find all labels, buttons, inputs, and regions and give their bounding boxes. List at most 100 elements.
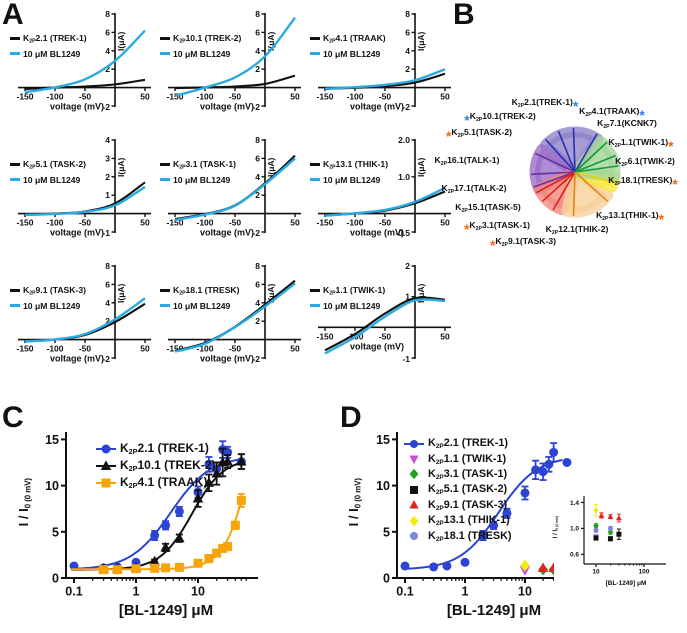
svg-text:2.0: 2.0 <box>398 136 410 145</box>
svg-text:-2: -2 <box>252 354 260 364</box>
y-axis-label: I(μA) <box>266 31 276 51</box>
legend-marker <box>410 532 418 541</box>
svg-text:-2: -2 <box>252 228 260 238</box>
tree-label-kcnk7: K2P7.1(KCNK7) <box>597 118 657 130</box>
iv-plot-canvas: -150 -100 -50 50 voltage (mV) 2 4 6 8 -2 I(μA) <box>316 10 451 112</box>
asterisk-marker: * <box>463 220 470 237</box>
legend-item: K2P5.1 (TASK-2) <box>404 482 512 497</box>
tree-label-twik-2: K2P6.1(TWIK-2) <box>615 156 675 168</box>
legend-item: 10 μM BL1249 <box>160 298 240 313</box>
legend-item: 10 μM BL1249 <box>160 46 241 61</box>
svg-text:100: 100 <box>639 569 650 576</box>
tree-label-thik-1: K2P13.1(THIK-1) * <box>595 210 665 227</box>
svg-text:-50: -50 <box>79 92 92 102</box>
svg-text:-100: -100 <box>46 344 63 354</box>
y-axis-label: I(μA) <box>116 157 126 177</box>
svg-text:1: 1 <box>462 585 469 597</box>
svg-text:-150: -150 <box>316 92 333 102</box>
x-axis-label: voltage (mV) <box>200 228 254 238</box>
svg-text:6: 6 <box>105 27 110 37</box>
y-axis-label: I(μA) <box>416 157 426 177</box>
asterisk-marker: * <box>572 97 579 114</box>
svg-text:2: 2 <box>255 64 260 74</box>
svg-text:15: 15 <box>376 433 390 447</box>
svg-text:8: 8 <box>255 10 260 19</box>
legend-line-swatch <box>160 163 170 166</box>
asterisk-marker: * <box>489 236 496 253</box>
svg-text:-150: -150 <box>166 218 183 228</box>
iv-legend: K2P10.1 (TREK-2) 10 μM BL1249 <box>160 31 241 61</box>
legend-line-swatch <box>10 37 20 40</box>
svg-text:2: 2 <box>105 64 110 74</box>
legend-line-swatch <box>160 52 170 55</box>
svg-text:-150: -150 <box>166 92 183 102</box>
svg-text:1.0: 1.0 <box>398 172 410 182</box>
legend-marker <box>96 478 116 487</box>
svg-text:2: 2 <box>105 172 110 182</box>
svg-text:5: 5 <box>383 525 390 539</box>
x-axis-label: voltage (mV) <box>50 102 104 112</box>
iv-legend: K2P1.1 (TWIK-1) 10 μM BL1249 <box>310 283 385 313</box>
panel-d-letter: D <box>340 401 362 434</box>
legend-item: K2P10.1 (TREK-2) <box>160 31 241 46</box>
iv-plot-3-1-task-1-: -150 -100 -50 50 voltage (mV) 2 4 6 8 -2 I(μA) K2P3… <box>155 136 305 266</box>
x-axis-label: [BL-1249] μM <box>605 580 647 587</box>
svg-text:-2: -2 <box>102 102 110 112</box>
svg-text:6: 6 <box>255 153 260 163</box>
svg-text:4: 4 <box>105 298 110 308</box>
svg-text:50: 50 <box>140 92 150 102</box>
svg-text:-50: -50 <box>379 92 392 102</box>
legend-item: 10 μM BL1249 <box>10 298 86 313</box>
svg-text:4: 4 <box>255 172 260 182</box>
svg-text:-0.5: -0.5 <box>395 228 410 238</box>
panel-d-legend: K2P2.1 (TREK-1) K2P1.1 (TWIK-1) K2P3.1 (TA… <box>404 436 512 544</box>
legend-item: K2P10.1 (TREK-2) <box>96 457 216 474</box>
svg-text:50: 50 <box>290 218 300 228</box>
svg-text:6: 6 <box>255 27 260 37</box>
tree-label-twik-1: K2P1.1(TWIK-1) * <box>608 137 674 154</box>
legend-item: K2P4.1 (TRAAK) <box>96 474 216 491</box>
legend-line-swatch <box>310 52 320 55</box>
legend-item: K2P3.1 (TASK-1) <box>160 157 236 172</box>
legend-marker <box>96 459 116 470</box>
panel-c-plot: 0.1 1 10 0 5 10 15 <box>45 432 258 596</box>
svg-text:2: 2 <box>405 262 410 271</box>
panel-d-inset-plot: 10 100 0.6 1.0 1.4 <box>570 496 666 576</box>
svg-text:-2: -2 <box>402 102 410 112</box>
asterisk-marker: * <box>639 106 645 123</box>
legend-line-swatch <box>310 37 320 40</box>
svg-text:-150: -150 <box>316 331 333 341</box>
legend-item: 10 μM BL1249 <box>310 298 385 313</box>
y-axis-label: I(μA) <box>416 283 426 303</box>
x-axis-label: voltage (mV) <box>50 354 104 364</box>
x-axis-label: voltage (mV) <box>350 102 404 112</box>
asterisk-marker: * <box>658 210 665 227</box>
asterisk-marker: * <box>672 175 678 192</box>
svg-text:-50: -50 <box>379 218 392 228</box>
y-axis-label: I(μA) <box>116 31 126 51</box>
panel-c-legend: K2P2.1 (TREK-1) K2P10.1 (TREK-2) K2P4.1 (T… <box>96 440 216 491</box>
iv-plot-5-1-task-2-: -150 -100 -50 50 voltage (mV) 1 2 3 4 -1 I(μA) K2P5… <box>5 136 155 266</box>
legend-item: K2P3.1 (TASK-1) <box>404 467 512 482</box>
legend-item: K2P5.1 (TASK-2) <box>10 157 86 172</box>
legend-item: 10 μM BL1249 <box>10 46 87 61</box>
x-axis-label: voltage (mV) <box>50 228 104 238</box>
svg-text:4: 4 <box>405 46 410 56</box>
svg-text:1: 1 <box>405 292 410 302</box>
legend-line-swatch <box>10 178 20 181</box>
legend-line-swatch <box>10 289 20 292</box>
legend-item: 10 μM BL1249 <box>310 46 386 61</box>
svg-text:2: 2 <box>255 190 260 200</box>
tree-label-tresk: K2P18.1(TRESK) * <box>608 175 678 192</box>
legend-item: K2P18.1 (TRESK) <box>160 283 240 298</box>
legend-marker <box>409 455 419 465</box>
legend-item: K2P2.1 (TREK-1) <box>404 436 512 451</box>
legend-item: K2P2.1 (TREK-1) <box>10 31 87 46</box>
svg-text:50: 50 <box>440 218 450 228</box>
svg-text:8: 8 <box>405 10 410 19</box>
legend-item: K2P13.1 (THIK-1) <box>404 513 512 528</box>
svg-text:6: 6 <box>255 279 260 289</box>
legend-item: K2P13.1 (THIK-1) <box>310 157 388 172</box>
